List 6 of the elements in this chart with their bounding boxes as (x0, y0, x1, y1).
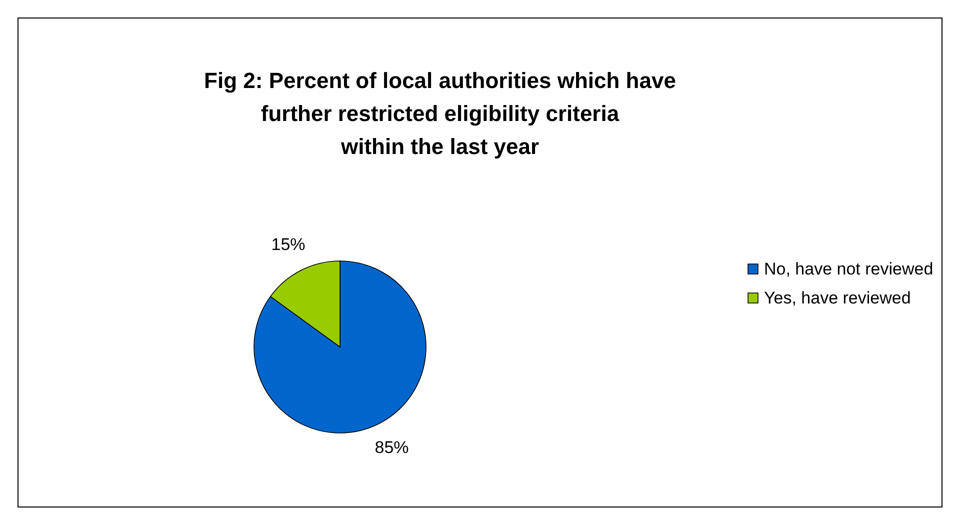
pie-slice (254, 260, 426, 434)
legend-label: No, have not reviewed (764, 259, 934, 278)
data-label: 85% (374, 438, 409, 458)
legend-label: Yes, have reviewed (764, 288, 911, 308)
chart-title: Fig 2: Percent of local authorities which have further restricted eligibility criteria within the last year (204, 68, 676, 159)
data-label: 15% (271, 234, 306, 254)
